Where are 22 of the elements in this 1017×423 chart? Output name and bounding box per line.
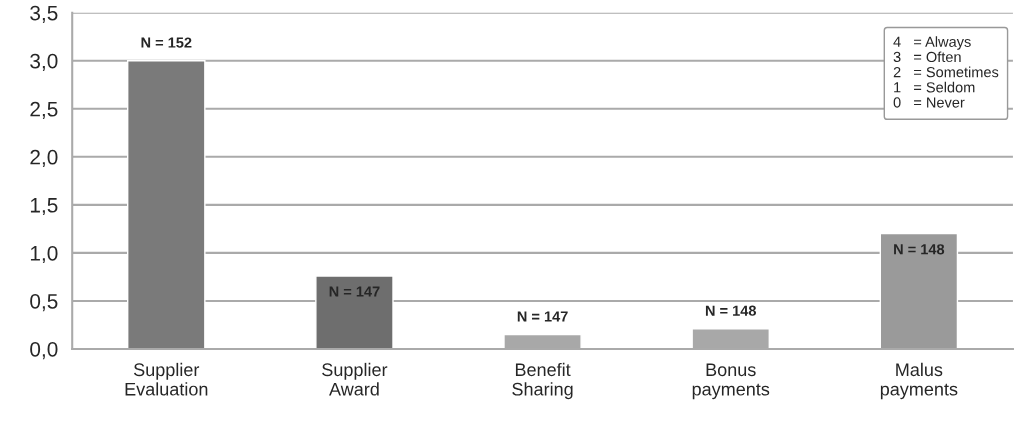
annotation: N = 147 [329,286,380,297]
bar [127,60,206,349]
y-tick-label: 2,0 [30,149,58,168]
bar [879,232,959,349]
x-tick-label: Supplier Award [322,362,388,396]
annotation: N = 148 [705,305,757,316]
y-tick-label: 3,5 [30,5,58,23]
bar [315,275,394,349]
annotation: N = 152 [141,37,192,48]
y-tick-label: 3,0 [30,53,58,71]
x-tick-label: Bonus payments [692,363,770,400]
y-tick-label: 0,5 [30,293,58,312]
y-tick-label: 2,5 [30,101,58,119]
annotation: 4 = Always 3 = Often 2 = Sometimes 1 = Seldom 0 = Never [893,36,999,108]
y-tick-label: 0,0 [30,341,58,360]
x-tick-label: Benefit Sharing [512,362,573,400]
x-tick-label: Malus payments [880,362,958,400]
y-tick-label: 1,5 [30,198,58,216]
y-tick-label: 1,0 [30,245,58,264]
annotation: N = 148 [894,244,945,255]
x-tick-label: Supplier Evaluation [125,362,208,396]
annotation: N = 147 [517,311,568,322]
